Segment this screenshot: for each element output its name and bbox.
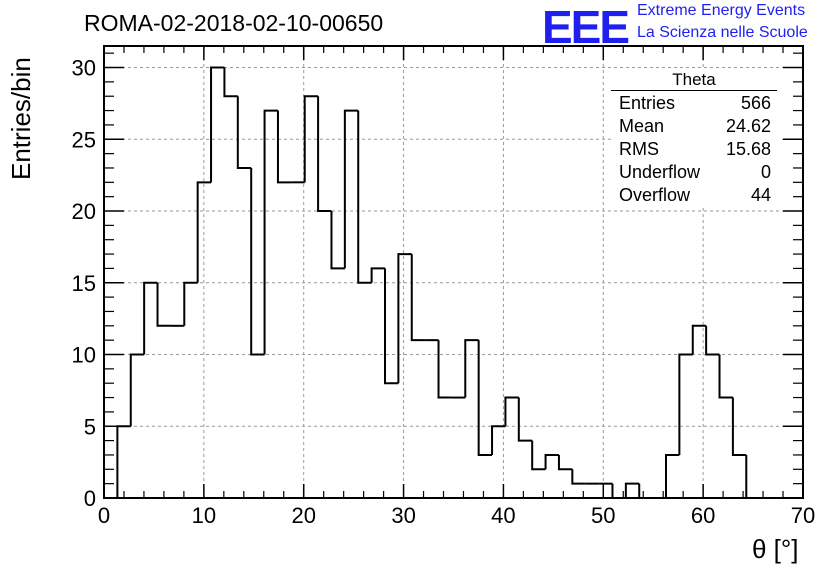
eee-logo: EEE (542, 1, 630, 53)
histogram-bin (116, 425, 131, 498)
histogram-bin (210, 66, 225, 183)
histogram-bin (330, 211, 345, 270)
stats-value: 15.68 (725, 139, 771, 159)
stats-key: Entries (619, 93, 676, 113)
histogram-bin (143, 281, 158, 355)
stats-box: Theta Entries 566 Mean 24.62 RMS 15.68 U… (611, 70, 779, 208)
histogram-bin (156, 282, 171, 327)
x-tick-label: 40 (491, 503, 515, 528)
stats-value: 566 (740, 93, 771, 113)
histogram-bin (196, 181, 212, 283)
histogram-bin (477, 340, 493, 456)
x-axis-label: θ [°] (752, 534, 799, 564)
y-tick-label: 0 (84, 486, 96, 511)
x-tick-label: 50 (591, 503, 615, 528)
stats-value: 0 (760, 162, 771, 182)
x-tick-label: 60 (691, 503, 715, 528)
histogram-bin (357, 110, 372, 284)
stats-value: 44 (750, 185, 771, 205)
y-tick-label: 10 (72, 343, 96, 368)
histogram-bin (437, 340, 452, 399)
histogram-bin (491, 425, 506, 455)
y-axis-label: Entries/bin (6, 57, 36, 180)
stats-row-underflow: Underflow 0 (619, 162, 771, 184)
stats-key: Overflow (619, 185, 691, 205)
stats-row-overflow: Overflow 44 (619, 185, 771, 207)
y-tick-label: 15 (72, 271, 96, 296)
histogram-bin (410, 254, 426, 342)
histogram-bin (531, 440, 546, 471)
histogram-bin (504, 396, 519, 427)
x-tick-label: 20 (291, 503, 315, 528)
histogram-bin (544, 453, 559, 470)
y-tick-label: 5 (84, 414, 96, 439)
histogram-bin (343, 109, 359, 269)
stats-row-rms: RMS 15.68 (619, 139, 771, 161)
y-tick-label: 30 (72, 56, 96, 81)
run-title: ROMA-02-2018-02-10-00650 (84, 10, 384, 36)
histogram-bin (183, 281, 198, 326)
histogram-bin (397, 253, 412, 384)
stats-title: Theta (611, 70, 777, 91)
histogram-bin (129, 353, 145, 427)
y-tick-label: 25 (72, 127, 96, 152)
x-tick-label: 0 (98, 503, 110, 528)
histogram-bin (718, 354, 733, 399)
histogram-bin (691, 324, 707, 355)
y-tick-label: 20 (72, 199, 96, 224)
logo-line-2: La Scienza nelle Scuole (637, 24, 808, 41)
histogram-bin (571, 469, 586, 485)
axis-ticks (103, 46, 804, 499)
plot-frame (103, 45, 804, 499)
x-tick-label: 70 (791, 503, 815, 528)
histogram-bars (116, 66, 760, 499)
histogram-bin (705, 325, 720, 356)
histogram-bin (263, 109, 278, 355)
stats-key: RMS (619, 139, 659, 159)
histogram-bin (223, 67, 238, 98)
histogram-bin (250, 167, 265, 356)
logo-line-1: Extreme Energy Events (637, 2, 806, 19)
x-tick-label: 10 (192, 503, 216, 528)
histogram-bin (517, 397, 533, 442)
histogram-bin (664, 453, 680, 498)
histogram-bin (557, 454, 573, 471)
stats-value: 24.62 (725, 116, 771, 136)
histogram-bin (317, 96, 332, 213)
stats-key: Mean (619, 116, 665, 136)
stats-row-entries: Entries 566 (619, 93, 771, 115)
histogram-bin (745, 454, 760, 499)
histogram-bin (370, 267, 385, 283)
histogram-bin (383, 268, 399, 385)
tick-labels: 0 10 20 30 40 50 60 70 0 5 10 15 20 25 30 (72, 56, 816, 528)
histogram-bin (638, 483, 653, 499)
stats-row-mean: Mean 24.62 (619, 116, 771, 138)
x-tick-label: 30 (391, 503, 415, 528)
histogram-bin (236, 96, 252, 169)
histogram-bin (624, 482, 640, 498)
histogram-bin (276, 110, 292, 184)
stats-key: Underflow (619, 162, 701, 182)
histogram-bin (303, 95, 319, 183)
histogram-bin (731, 397, 747, 456)
histogram-bin (678, 353, 693, 455)
histogram-bin (464, 339, 479, 398)
